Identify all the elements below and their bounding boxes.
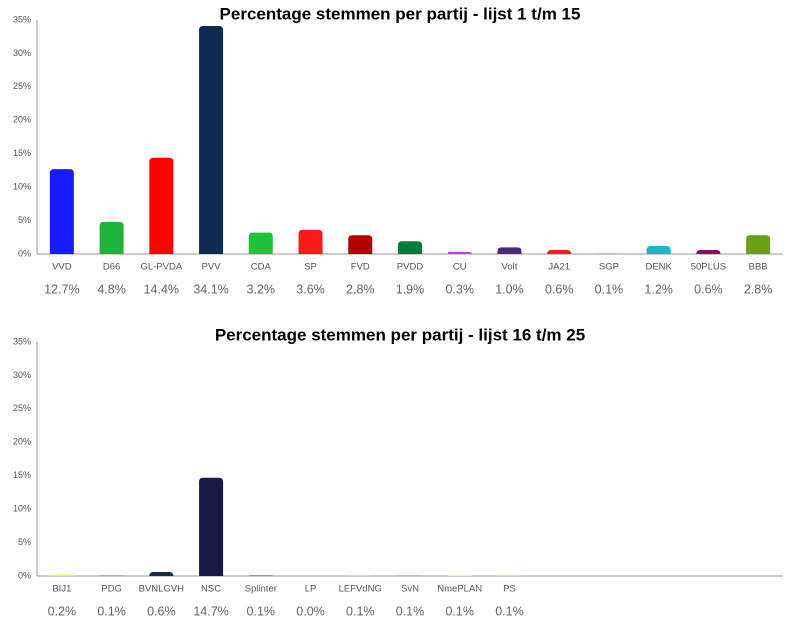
y-tick-label: 30% xyxy=(13,370,31,380)
value-label: 0.1% xyxy=(346,604,375,618)
bar xyxy=(199,26,224,254)
x-tick-label: VVD xyxy=(52,262,72,273)
x-tick-label: BBB xyxy=(749,262,768,273)
x-tick-label: Volt xyxy=(502,262,518,273)
y-tick-label: 20% xyxy=(13,115,31,125)
value-label: 14.7% xyxy=(193,604,228,618)
value-label: 1.0% xyxy=(495,282,524,296)
x-tick-label: SGP xyxy=(599,262,619,273)
value-label: 4.8% xyxy=(97,282,126,296)
value-label: 0.1% xyxy=(495,604,524,618)
x-tick-label: BIJ1 xyxy=(52,584,71,595)
y-tick-label: 35% xyxy=(13,14,31,24)
bar xyxy=(298,229,323,254)
bar xyxy=(497,575,522,576)
x-tick-label: Splinter xyxy=(245,584,277,595)
value-label: 0.6% xyxy=(694,282,723,296)
x-tick-label: PS xyxy=(503,584,516,595)
value-label: 12.7% xyxy=(44,282,79,296)
y-tick-label: 25% xyxy=(13,81,31,91)
y-tick-label: 0% xyxy=(18,248,31,258)
x-tick-label: CDA xyxy=(251,262,272,273)
bar xyxy=(447,251,472,254)
bar xyxy=(447,575,472,576)
value-label: 34.1% xyxy=(193,282,228,296)
x-tick-label: LP xyxy=(305,584,317,595)
bar xyxy=(497,247,522,254)
value-label: 0.6% xyxy=(545,282,574,296)
bar xyxy=(348,575,373,576)
x-tick-label: DENK xyxy=(645,262,672,273)
x-tick-label: BVNLGVH xyxy=(139,584,185,595)
value-label: 0.2% xyxy=(48,604,77,618)
y-tick-label: 10% xyxy=(13,504,31,514)
value-label: 0.3% xyxy=(445,282,474,296)
x-tick-label: PDG xyxy=(101,584,122,595)
bar xyxy=(696,249,721,254)
bar xyxy=(398,241,422,254)
x-tick-label: GL-PVDA xyxy=(140,262,182,273)
y-tick-label: 5% xyxy=(18,215,31,225)
x-tick-label: NSC xyxy=(201,584,221,595)
value-label: 0.1% xyxy=(595,282,624,296)
bar xyxy=(99,575,124,576)
x-tick-label: CU xyxy=(453,262,467,273)
bar xyxy=(49,169,74,254)
x-tick-label: SP xyxy=(304,262,317,273)
value-label: 3.6% xyxy=(296,282,325,296)
value-label: 0.1% xyxy=(247,604,276,618)
y-tick-label: 15% xyxy=(13,148,31,158)
y-tick-label: 30% xyxy=(13,48,31,58)
value-label: 0.0% xyxy=(296,604,325,618)
y-tick-label: 20% xyxy=(13,437,31,447)
bar xyxy=(149,571,174,576)
value-label: 0.1% xyxy=(396,604,425,618)
x-tick-label: D66 xyxy=(103,262,120,273)
bar xyxy=(248,575,273,576)
value-label: 0.1% xyxy=(97,604,126,618)
value-label: 3.2% xyxy=(247,282,276,296)
value-label: 1.9% xyxy=(396,282,425,296)
bar xyxy=(49,574,74,576)
bar xyxy=(199,477,224,576)
bar xyxy=(99,221,124,254)
chart-title: Percentage stemmen per partij - lijst 1 … xyxy=(220,4,581,23)
x-tick-label: LEFVdNG xyxy=(339,584,382,595)
x-tick-label: PVV xyxy=(202,262,222,273)
y-tick-label: 35% xyxy=(13,336,31,346)
value-label: 2.8% xyxy=(744,282,773,296)
x-tick-label: SvN xyxy=(401,584,419,595)
value-label: 0.6% xyxy=(147,604,176,618)
y-tick-label: 0% xyxy=(18,570,31,580)
value-label: 2.8% xyxy=(346,282,375,296)
y-tick-label: 15% xyxy=(13,470,31,480)
x-tick-label: PVDD xyxy=(397,262,424,273)
bar xyxy=(596,253,621,254)
bar xyxy=(746,235,771,254)
bar xyxy=(398,575,422,576)
bar xyxy=(149,157,174,254)
chart-title: Percentage stemmen per partij - lijst 16… xyxy=(215,325,585,344)
bar xyxy=(547,249,572,254)
y-tick-label: 25% xyxy=(13,403,31,413)
x-tick-label: NmePLAN xyxy=(437,584,482,595)
x-tick-label: JA21 xyxy=(548,262,570,273)
y-tick-label: 5% xyxy=(18,537,31,547)
bar xyxy=(248,232,273,254)
x-tick-label: FVD xyxy=(351,262,370,273)
y-tick-label: 10% xyxy=(13,182,31,192)
value-label: 1.2% xyxy=(644,282,673,296)
value-label: 0.1% xyxy=(445,604,474,618)
x-tick-label: 50PLUS xyxy=(691,262,726,273)
bar xyxy=(646,245,671,254)
value-label: 14.4% xyxy=(144,282,179,296)
bar xyxy=(348,235,373,254)
